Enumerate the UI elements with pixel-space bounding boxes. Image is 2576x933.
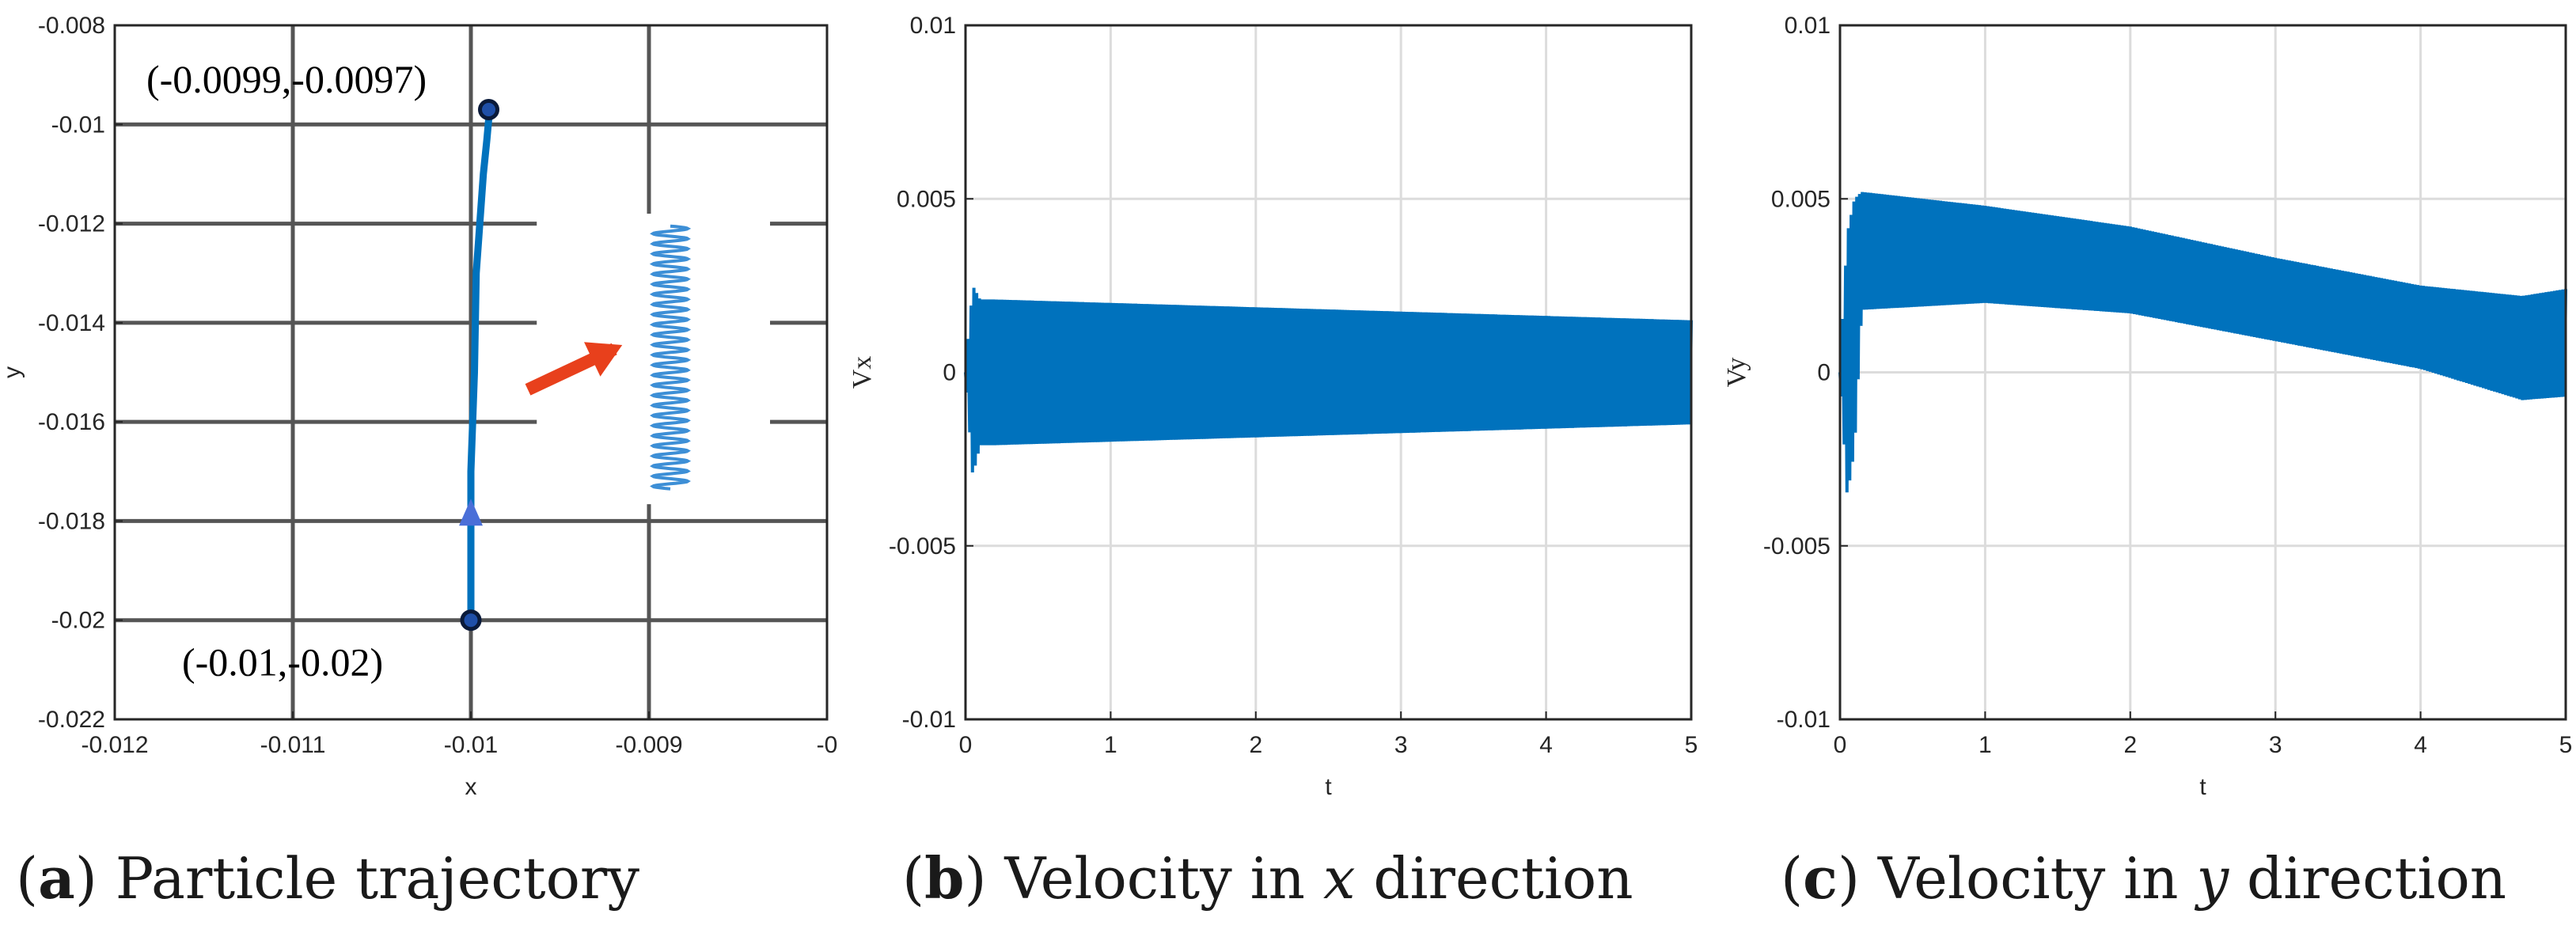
a-ytick-label: -0.022 [38, 707, 105, 733]
c-xtick-label: 5 [2559, 732, 2573, 758]
b-velocity-line [964, 287, 1693, 473]
zoom-arrow-head [584, 342, 623, 377]
end-point-marker [478, 98, 499, 120]
a-ytick-label: -0.014 [38, 310, 105, 336]
b-xtick-label: 3 [1394, 732, 1408, 758]
c-xtick-label: 1 [1978, 732, 1992, 758]
b-ytick-label: 0.005 [897, 186, 956, 212]
annotation-start-point: (-0.01,-0.02) [182, 640, 383, 685]
c-xtick-label: 3 [2269, 732, 2282, 758]
b-xtick-label: 2 [1249, 732, 1262, 758]
caption-c: (c) Velocity in y direction [1781, 844, 2506, 912]
b-xtick-label: 0 [959, 732, 973, 758]
b-ytick-label: 0 [943, 360, 956, 386]
panel-b-velocity-x: 0 1 2 3 4 5 0.01 0.005 0 -0.005 -0.01 t Vx [848, 13, 1698, 800]
panel-a-tick-labels: -0.012 -0.011 -0.01 -0.009 -0 -0.008 -0.01 -0.0… [38, 13, 837, 758]
c-velocity-line [1838, 192, 2567, 493]
panel-b-data [964, 287, 1693, 473]
caption-b: (b) Velocity in x direction [902, 844, 1633, 912]
panel-c-ylabel: Vy [1722, 358, 1751, 388]
a-xtick-label: -0.011 [260, 732, 326, 758]
a-ytick-label: -0.02 [51, 608, 105, 634]
b-ytick-label: -0.005 [889, 533, 956, 559]
c-ytick-label: -0.005 [1763, 533, 1831, 559]
c-xtick-label: 2 [2123, 732, 2137, 758]
annotation-end-point: (-0.0099,-0.0097) [146, 57, 427, 101]
panel-c-velocity-y: 0 1 2 3 4 5 0.01 0.005 0 -0.005 -0.01 t Vy [1722, 13, 2572, 800]
panel-c-xlabel: t [2199, 774, 2206, 800]
a-ytick-label: -0.008 [38, 13, 105, 39]
panel-b-ylabel: Vx [848, 356, 877, 389]
a-xtick-label: -0.009 [615, 732, 682, 758]
c-ytick-label: 0 [1817, 360, 1831, 386]
a-xtick-label: -0.012 [81, 732, 148, 758]
caption-a: (a) Particle trajectory [16, 844, 639, 912]
c-xtick-label: 4 [2414, 732, 2427, 758]
panel-b-tick-labels: 0 1 2 3 4 5 0.01 0.005 0 -0.005 -0.01 [889, 13, 1698, 758]
panel-a-xlabel: x [465, 774, 477, 800]
panel-a-trajectory: -0.012 -0.011 -0.01 -0.009 -0 -0.008 -0.01 -0.0… [0, 13, 837, 800]
a-ytick-label: -0.016 [38, 409, 105, 435]
panel-c-data [1838, 192, 2567, 493]
a-xtick-label: -0 [817, 732, 838, 758]
panel-b-axes-frame [964, 24, 1693, 721]
panel-c-tick-labels: 0 1 2 3 4 5 0.01 0.005 0 -0.005 -0.01 [1763, 13, 2572, 758]
c-ytick-label: -0.01 [1777, 707, 1831, 733]
trajectory-line [467, 105, 492, 624]
panel-a-data [459, 98, 770, 631]
a-xtick-label: -0.01 [444, 732, 498, 758]
direction-arrow [459, 499, 483, 526]
panel-c-axes-frame [1838, 24, 2567, 721]
a-ytick-label: -0.01 [51, 112, 105, 138]
a-ytick-label: -0.018 [38, 508, 105, 534]
b-ytick-label: 0.01 [910, 13, 956, 39]
b-xtick-label: 4 [1539, 732, 1553, 758]
c-ytick-label: 0.005 [1771, 186, 1831, 212]
b-xtick-label: 5 [1685, 732, 1698, 758]
inset-oscillation [649, 224, 692, 491]
c-xtick-label: 0 [1834, 732, 1847, 758]
inset-background [537, 214, 770, 505]
c-ytick-label: 0.01 [1785, 13, 1831, 39]
panel-a-axes-frame [113, 24, 829, 721]
panel-a-ylabel: y [0, 366, 25, 378]
start-point-marker [460, 609, 482, 631]
b-xtick-label: 1 [1104, 732, 1117, 758]
a-ytick-label: -0.012 [38, 211, 105, 237]
panel-b-xlabel: t [1325, 774, 1332, 800]
b-ytick-label: -0.01 [902, 707, 956, 733]
